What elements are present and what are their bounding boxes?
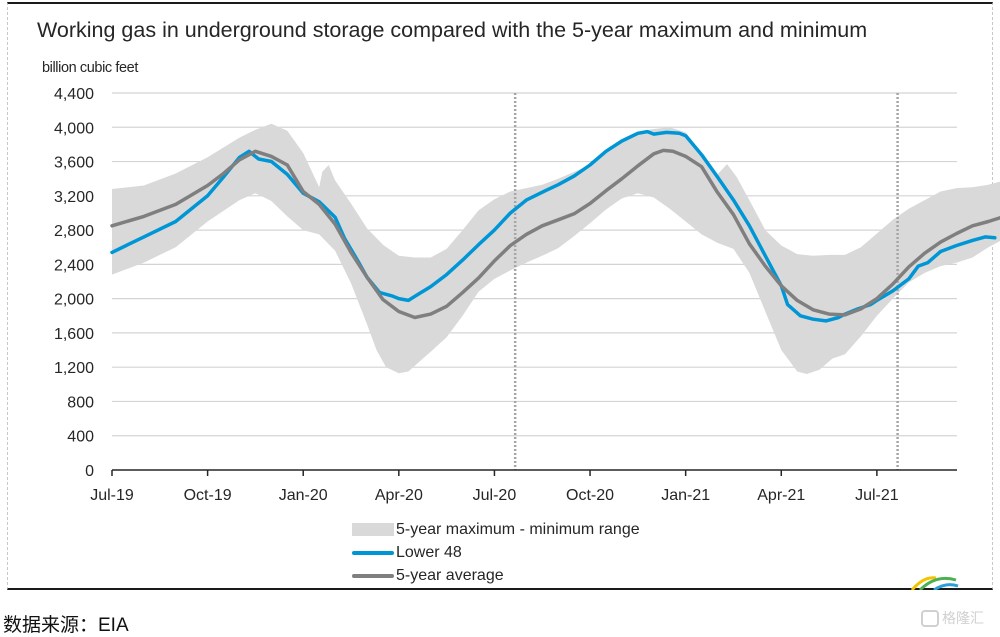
y-tick-label: 1,200 xyxy=(54,360,94,377)
legend-swatch-lower48 xyxy=(352,550,394,555)
x-tick-label: Oct-19 xyxy=(184,487,232,504)
x-tick-label: Jul-21 xyxy=(855,487,899,504)
plot-area: 0 400 800 1,200 1,600 2,000 2,400 2,800 3,200 3,6… xyxy=(54,86,1000,504)
y-tick-label: 3,600 xyxy=(54,155,94,172)
eia-logo-icon xyxy=(910,576,959,590)
legend-item-lower48: Lower 48 xyxy=(352,541,640,564)
watermark-text: 格隆汇 xyxy=(942,610,984,626)
chart-title: Working gas in underground storage compa… xyxy=(37,18,868,42)
range-band-layer xyxy=(112,123,1000,374)
x-tick-label: Jan-20 xyxy=(279,487,328,504)
y-tick-label: 400 xyxy=(67,429,94,446)
legend-item-average: 5-year average xyxy=(352,564,640,587)
y-tick-label: 3,200 xyxy=(54,189,94,206)
y-tick-label: 0 xyxy=(85,463,94,480)
x-tick-label: Apr-21 xyxy=(757,487,805,504)
legend-swatch-average xyxy=(352,573,394,578)
y-tick-label: 2,400 xyxy=(54,257,94,274)
chart-frame xyxy=(7,2,993,590)
y-tick-label: 4,400 xyxy=(54,86,94,103)
y-axis-label: billion cubic feet xyxy=(42,60,138,76)
series-line-5-year-average xyxy=(110,148,1000,320)
legend-item-range: 5-year maximum - minimum range xyxy=(352,518,640,541)
legend-label-lower48: Lower 48 xyxy=(396,543,462,561)
y-tick-label: 2,000 xyxy=(54,292,94,309)
y-tick-label: 1,600 xyxy=(54,326,94,343)
y-tick-label: 4,000 xyxy=(54,120,94,137)
x-tick-label: Jul-19 xyxy=(90,487,134,504)
source-note: 数据来源：EIA xyxy=(3,615,129,636)
x-tick-label: Apr-20 xyxy=(375,487,423,504)
x-tick-label: Jan-21 xyxy=(661,487,710,504)
x-tick-label: Jul-20 xyxy=(473,487,517,504)
y-tick-label: 800 xyxy=(67,394,94,411)
watermark-logo-icon xyxy=(921,609,939,627)
legend-label-range: 5-year maximum - minimum range xyxy=(396,520,640,538)
x-axis-ticks: Jul-19 Oct-19 Jan-20 Apr-20 Jul-20 Oct-20 Jan-… xyxy=(90,470,899,504)
y-tick-label: 2,800 xyxy=(54,223,94,240)
legend-label-average: 5-year average xyxy=(396,566,504,584)
y-axis-ticks: 0 400 800 1,200 1,600 2,000 2,400 2,800 3,200 3,6… xyxy=(54,86,94,480)
legend: 5-year maximum - minimum range Lower 48 … xyxy=(352,518,640,587)
series-lines xyxy=(110,129,1000,323)
watermark: 格隆汇 xyxy=(921,608,984,628)
x-tick-label: Oct-20 xyxy=(566,487,614,504)
range-band xyxy=(112,123,1000,374)
legend-swatch-range xyxy=(352,523,394,536)
